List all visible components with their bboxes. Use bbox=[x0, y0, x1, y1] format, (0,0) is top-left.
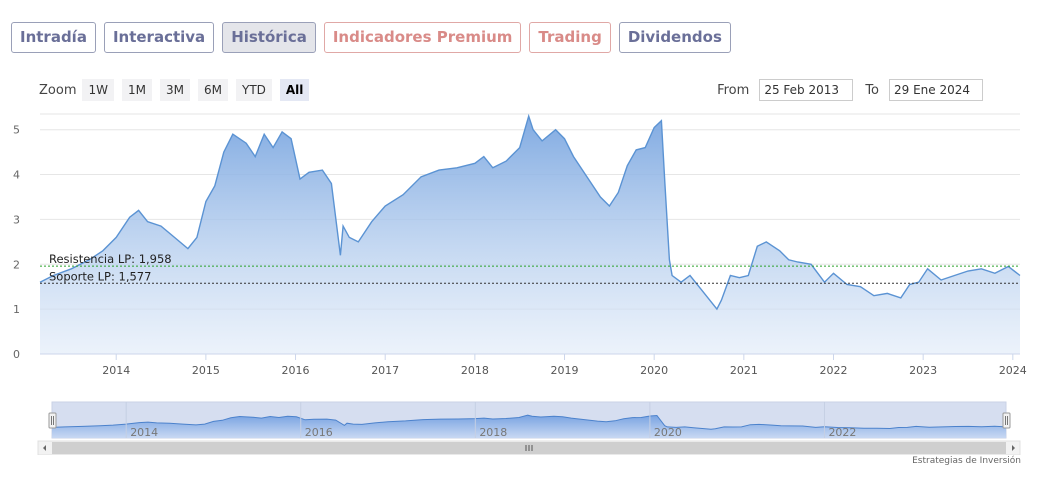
to-date-input[interactable] bbox=[889, 79, 983, 101]
x-tick-label-2019: 2019 bbox=[551, 364, 579, 377]
price-chart: 0 1 2 3 4 5 2014 2015 2016 2017 2018 2019 2020 2021 20… bbox=[13, 113, 1027, 455]
price-area bbox=[40, 116, 1020, 354]
zoom-button-all[interactable]: All bbox=[279, 79, 310, 101]
x-tick-label-2024: 2024 bbox=[999, 364, 1027, 377]
x-tick-label-2018: 2018 bbox=[461, 364, 489, 377]
x-tick-label-2023: 2023 bbox=[909, 364, 937, 377]
to-label: To bbox=[865, 82, 879, 98]
from-label: From bbox=[717, 82, 750, 98]
scroll-right-arrow-icon bbox=[1012, 445, 1015, 451]
navigator-handle-right[interactable] bbox=[1002, 412, 1011, 429]
zoom-label: Zoom bbox=[39, 82, 77, 98]
chart-credit[interactable]: Estrategias de Inversión bbox=[912, 456, 1021, 466]
tab-dividendos[interactable]: Dividendos bbox=[618, 22, 731, 53]
x-tick-label-2017: 2017 bbox=[371, 364, 399, 377]
y-tick-label-4: 4 bbox=[13, 169, 20, 182]
tab-trading[interactable]: Trading bbox=[529, 22, 611, 53]
scroll-left-arrow-icon bbox=[43, 445, 46, 451]
zoom-selector: Zoom 1W 1M 3M 6M YTD All bbox=[39, 79, 317, 101]
zoom-button-ytd[interactable]: YTD bbox=[235, 79, 272, 101]
navigator-tick-label-2018: 2018 bbox=[479, 426, 507, 439]
y-tick-label-2: 2 bbox=[13, 258, 20, 271]
tab-interactiva[interactable]: Interactiva bbox=[103, 22, 215, 53]
x-tick-label-2022: 2022 bbox=[820, 364, 848, 377]
zoom-button-3m[interactable]: 3M bbox=[159, 79, 190, 101]
level-label-0: Resistencia LP: 1,958 bbox=[49, 252, 172, 266]
date-range: From To bbox=[717, 79, 983, 101]
from-date-input[interactable] bbox=[759, 79, 854, 101]
zoom-button-6m[interactable]: 6M bbox=[197, 79, 228, 101]
x-tick-label-2015: 2015 bbox=[192, 364, 220, 377]
tab-intrad-a[interactable]: Intradía bbox=[11, 22, 96, 53]
y-tick-label-5: 5 bbox=[13, 124, 20, 137]
y-tick-label-0: 0 bbox=[13, 348, 20, 361]
navigator-area bbox=[52, 415, 1006, 438]
y-tick-label-1: 1 bbox=[13, 303, 20, 316]
navigator-line bbox=[51, 414, 1007, 430]
price-line bbox=[39, 113, 1021, 311]
navigator-tick-label-2016: 2016 bbox=[305, 426, 333, 439]
zoom-button-1w[interactable]: 1W bbox=[82, 79, 114, 101]
tab-hist-rica[interactable]: Histórica bbox=[222, 22, 316, 53]
x-tick-label-2021: 2021 bbox=[730, 364, 758, 377]
navigator-tick-label-2014: 2014 bbox=[130, 426, 158, 439]
x-tick-label-2020: 2020 bbox=[640, 364, 668, 377]
navigator-tick-label-2022: 2022 bbox=[828, 426, 856, 439]
navigator-tick-label-2020: 2020 bbox=[654, 426, 682, 439]
zoom-button-1m[interactable]: 1M bbox=[121, 79, 152, 101]
tab-bar: Intradía Interactiva Histórica Indicadores … bbox=[11, 22, 731, 53]
tab-indicadores-premium[interactable]: Indicadores Premium bbox=[323, 22, 522, 53]
zoom-buttons: 1W 1M 3M 6M YTD All bbox=[82, 79, 317, 101]
navigator-handle-left[interactable] bbox=[48, 412, 57, 429]
x-tick-label-2014: 2014 bbox=[102, 364, 130, 377]
level-label-1: Soporte LP: 1,577 bbox=[49, 269, 151, 283]
y-tick-label-3: 3 bbox=[13, 213, 20, 226]
x-tick-label-2016: 2016 bbox=[282, 364, 310, 377]
